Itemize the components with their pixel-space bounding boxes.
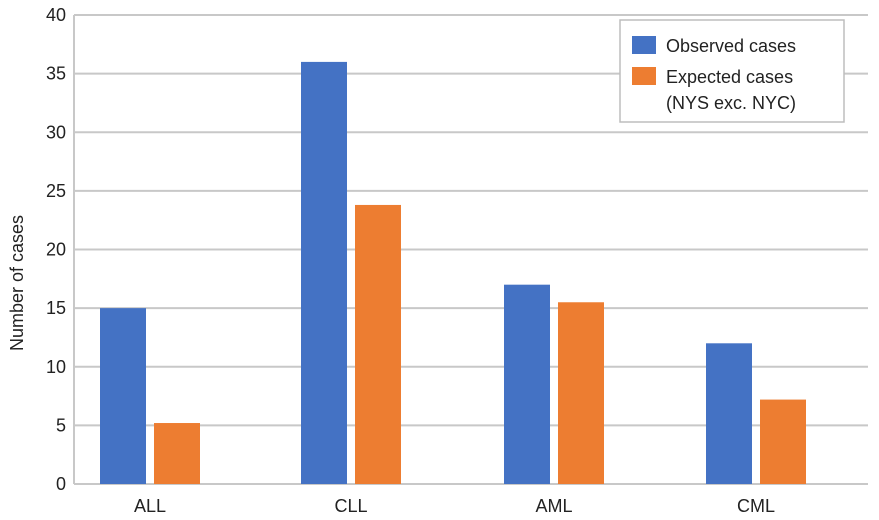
- bar-observed-cml: [706, 343, 752, 484]
- y-tick-label-10: 10: [46, 357, 66, 377]
- y-tick-labels: 0 5 10 15 20 25 30 35 40: [46, 5, 66, 494]
- bar-expected-aml: [558, 302, 604, 484]
- bar-expected-cll: [355, 204, 401, 484]
- bar-observed-all: [100, 308, 146, 484]
- y-tick-label-15: 15: [46, 298, 66, 318]
- y-tick-label-40: 40: [46, 5, 66, 25]
- bar-expected-all: [154, 423, 200, 484]
- y-tick-label-20: 20: [46, 240, 66, 260]
- legend-box: [619, 19, 845, 123]
- bar-observed-aml: [504, 284, 550, 484]
- bar-observed-cll: [301, 61, 347, 485]
- x-tick-labels: ALL CLL AML CML: [134, 496, 775, 516]
- y-tick-label-25: 25: [46, 181, 66, 201]
- legend-label-observed: Observed cases: [666, 36, 796, 56]
- y-axis-label: Number of cases: [7, 215, 27, 351]
- y-tick-label-30: 30: [46, 122, 66, 142]
- x-tick-label-cll: CLL: [334, 496, 367, 515]
- legend-label-expected: Expected cases (NYS exc. NYC): [666, 67, 796, 113]
- x-tick-label-cml: CML: [737, 496, 775, 515]
- legend: Observed cases Expected cases (NYS exc. NY…: [619, 19, 845, 123]
- legend-label-line: Observed cases: [666, 36, 796, 56]
- legend-label-line: (NYS exc. NYC): [666, 93, 796, 113]
- legend-swatch-observed: [632, 36, 656, 54]
- legend-swatch-expected: [632, 67, 656, 85]
- x-tick-label-aml: AML: [535, 496, 572, 515]
- y-tick-label-5: 5: [56, 415, 66, 435]
- legend-label-line: Expected cases: [666, 67, 793, 87]
- x-tick-label-all: ALL: [134, 496, 166, 515]
- bar-expected-cml: [760, 399, 806, 484]
- gridlines: [73, 14, 868, 485]
- bars: [100, 61, 806, 485]
- y-tick-label-35: 35: [46, 64, 66, 84]
- y-tick-label-0: 0: [56, 474, 66, 494]
